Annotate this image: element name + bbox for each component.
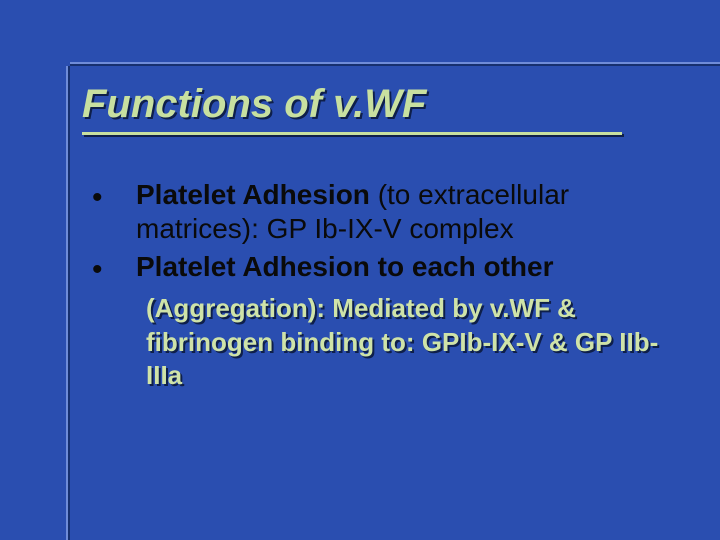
frame-left (0, 0, 70, 540)
sub-text: (Aggregation): Mediated by v.WF & fibrin… (146, 292, 668, 392)
frame-ridge-vertical (66, 66, 70, 540)
slide-title: Functions of v.WF (82, 82, 680, 126)
bullet-item: • Platelet Adhesion (to extracellular ma… (92, 178, 668, 246)
bullet-item: • Platelet Adhesion to each other (92, 250, 668, 288)
bullet-run-bold: Platelet Adhesion (136, 179, 378, 210)
sub-block: (Aggregation): Mediated by v.WF & fibrin… (146, 292, 668, 392)
bullet-mark: • (92, 250, 136, 288)
title-underline (82, 132, 622, 135)
bullet-run-bold: Platelet Adhesion to each other (136, 251, 553, 282)
frame-top (0, 0, 720, 66)
title-block: Functions of v.WF (82, 82, 680, 135)
bullet-text: Platelet Adhesion (to extracellular matr… (136, 178, 668, 246)
bullet-text: Platelet Adhesion to each other (136, 250, 668, 284)
slide: Functions of v.WF • Platelet Adhesion (t… (0, 0, 720, 540)
frame-ridge-horizontal (70, 62, 720, 66)
body-block: • Platelet Adhesion (to extracellular ma… (92, 178, 668, 392)
bullet-mark: • (92, 178, 136, 216)
